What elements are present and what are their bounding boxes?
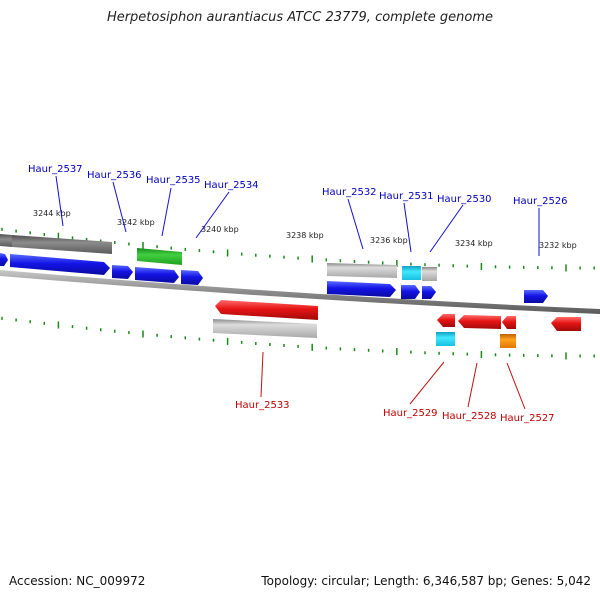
leader-line xyxy=(409,361,445,405)
leader-line xyxy=(260,351,264,398)
kbp-label-3244: 3244 kbp xyxy=(33,209,71,218)
kbp-label-3238: 3238 kbp xyxy=(286,231,324,240)
lower-feature-track xyxy=(213,319,516,348)
gene-label: Haur_2531 xyxy=(379,191,434,202)
gene-label: Haur_2537 xyxy=(28,164,83,175)
kbp-label-3236: 3236 kbp xyxy=(370,236,408,245)
feature-block-grey xyxy=(213,319,317,338)
reverse-gene-arrow xyxy=(551,317,581,331)
leader-line xyxy=(195,191,230,239)
leader-line xyxy=(506,362,526,410)
label-leaders-reverse xyxy=(260,351,526,410)
forward-gene-arrow xyxy=(181,270,203,285)
forward-gene-track xyxy=(0,253,548,303)
gene-label: Haur_2530 xyxy=(437,194,492,205)
reverse-gene-arrow xyxy=(458,315,501,329)
kbp-tick-row-upper xyxy=(1,227,595,272)
leader-line xyxy=(55,175,64,227)
reverse-gene-track xyxy=(215,300,581,331)
genome-backbone xyxy=(0,270,600,314)
leader-line xyxy=(429,204,464,253)
kbp-label-3232: 3232 kbp xyxy=(539,241,577,250)
kbp-label-3242: 3242 kbp xyxy=(117,218,155,227)
forward-gene-arrow xyxy=(401,285,420,299)
gene-label: Haur_2527 xyxy=(500,413,555,424)
feature-block-grey xyxy=(422,267,437,281)
gene-label: Haur_2533 xyxy=(235,400,290,411)
leader-line xyxy=(467,362,478,408)
genome-summary-text: Topology: circular; Length: 6,346,587 bp… xyxy=(261,574,591,588)
forward-gene-arrow xyxy=(327,281,396,297)
reverse-gene-arrow xyxy=(215,300,318,320)
gene-label: Haur_2535 xyxy=(146,175,201,186)
feature-block-grey xyxy=(327,263,397,278)
gene-label: Haur_2536 xyxy=(87,170,142,181)
forward-gene-arrow xyxy=(0,253,8,266)
feature-block-green xyxy=(137,248,182,265)
kbp-label-3234: 3234 kbp xyxy=(455,239,493,248)
gene-labels-forward: Haur_2537 Haur_2536 Haur_2535 Haur_2534 … xyxy=(28,164,568,207)
leader-line xyxy=(112,181,127,233)
reverse-gene-arrow xyxy=(437,314,455,327)
kbp-labels: 3244 kbp 3242 kbp 3240 kbp 3238 kbp 3236… xyxy=(33,209,577,250)
forward-gene-arrow xyxy=(112,265,133,279)
forward-gene-arrow xyxy=(422,286,436,299)
gene-label: Haur_2529 xyxy=(383,408,438,419)
forward-gene-arrow xyxy=(524,290,548,303)
leader-line xyxy=(403,202,412,253)
leader-line xyxy=(347,198,364,250)
gene-labels-reverse: Haur_2533 Haur_2529 Haur_2528 Haur_2527 xyxy=(235,400,555,424)
kbp-label-3240: 3240 kbp xyxy=(201,225,239,234)
leader-line xyxy=(161,187,172,237)
gene-label: Haur_2532 xyxy=(322,187,377,198)
gene-label: Haur_2526 xyxy=(513,196,568,207)
feature-block-orange xyxy=(500,334,516,348)
forward-gene-arrow xyxy=(10,254,110,275)
accession-text: Accession: NC_009972 xyxy=(9,574,146,588)
forward-gene-arrow xyxy=(135,267,179,283)
upper-feature-track xyxy=(0,234,437,281)
feature-block-cyan xyxy=(436,332,455,346)
gene-label: Haur_2528 xyxy=(442,411,497,422)
feature-block-dark-grey xyxy=(0,234,12,247)
feature-block-cyan xyxy=(402,266,421,280)
label-leaders-forward xyxy=(55,175,540,256)
reverse-gene-arrow xyxy=(502,316,516,329)
kbp-tick-row-lower xyxy=(1,316,595,360)
gene-label: Haur_2534 xyxy=(204,180,259,191)
feature-block-dark-grey xyxy=(12,235,112,254)
genome-title: Herpetosiphon aurantiacus ATCC 23779, co… xyxy=(106,10,494,25)
